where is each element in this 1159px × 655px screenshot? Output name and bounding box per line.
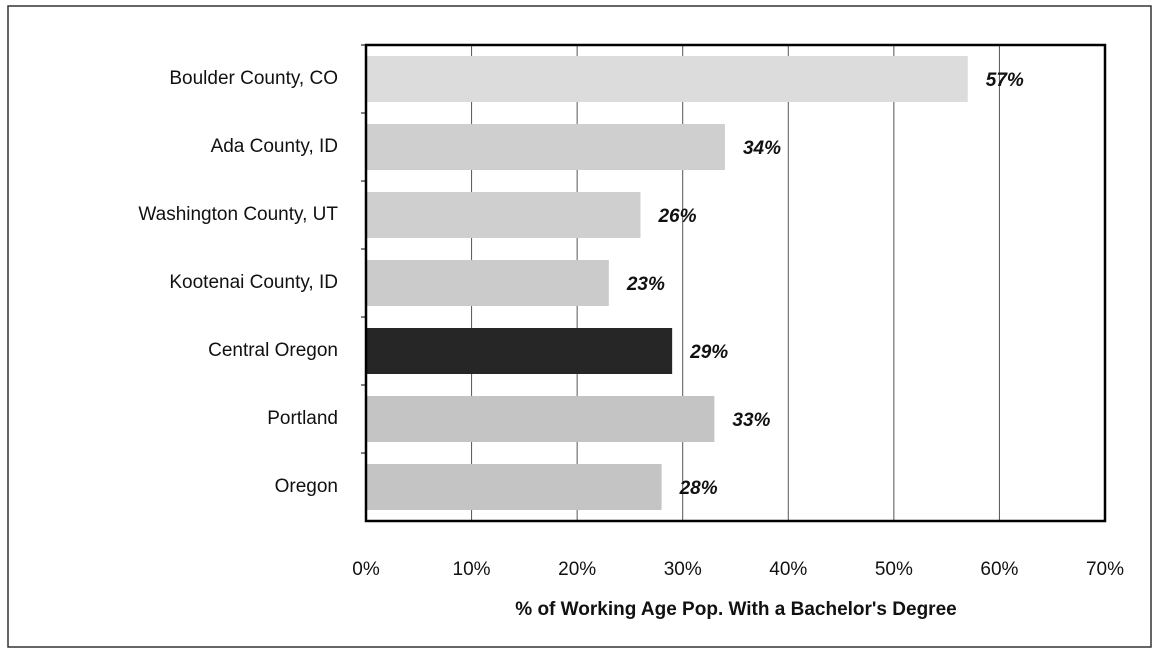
y-tick-label: Central Oregon (208, 340, 338, 361)
value-label: 26% (657, 206, 696, 227)
bar (366, 396, 715, 442)
x-tick-label: 10% (453, 559, 491, 580)
x-tick-label: 60% (980, 559, 1018, 580)
x-tick-label: 20% (558, 559, 596, 580)
value-label: 34% (743, 138, 781, 159)
bar (366, 56, 968, 102)
bar (366, 260, 609, 306)
x-tick-label: 50% (875, 559, 913, 580)
y-tick-label: Oregon (275, 476, 338, 497)
value-label: 57% (986, 70, 1024, 91)
y-tick-label: Ada County, ID (211, 136, 338, 157)
value-label: 23% (626, 274, 665, 295)
bar (366, 464, 662, 510)
x-axis-title: % of Working Age Pop. With a Bachelor's … (515, 599, 956, 620)
bar (366, 124, 725, 170)
value-label: 28% (679, 478, 718, 499)
y-tick-label: Portland (267, 408, 338, 429)
y-tick-label: Washington County, UT (138, 204, 338, 225)
x-tick-label: 40% (769, 559, 807, 580)
plot-border (364, 43, 1107, 523)
x-tick-label: 70% (1086, 559, 1124, 580)
value-label: 33% (732, 410, 770, 431)
value-label: 29% (689, 342, 728, 363)
y-tick-label: Boulder County, CO (169, 68, 338, 89)
y-tick-label: Kootenai County, ID (169, 272, 338, 293)
x-tick-label: 0% (352, 559, 380, 580)
bar (366, 328, 673, 374)
bar (366, 192, 641, 238)
frame (7, 5, 1152, 648)
x-tick-label: 30% (664, 559, 702, 580)
